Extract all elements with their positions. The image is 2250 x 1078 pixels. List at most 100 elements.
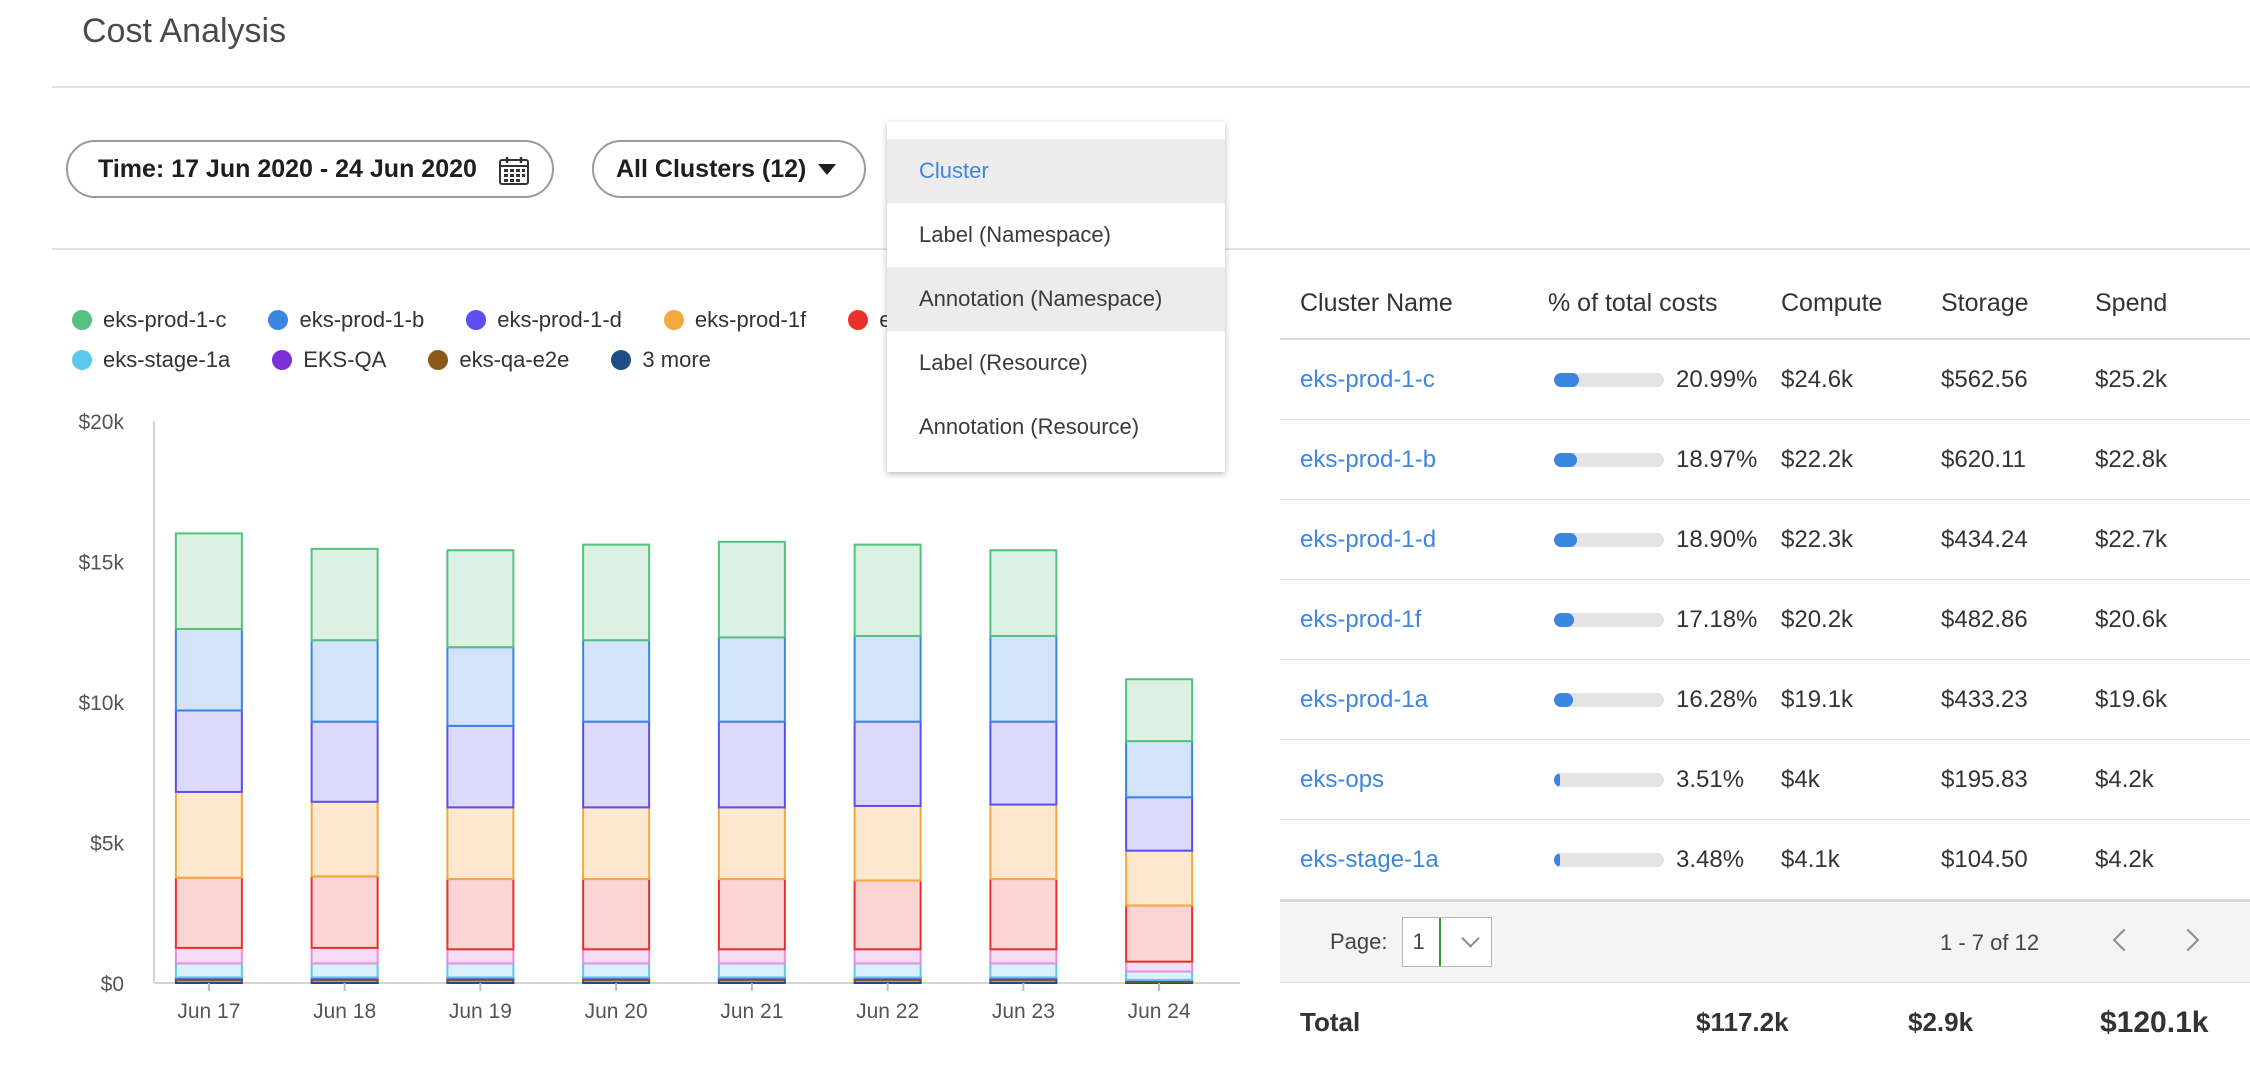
y-tick-label: $5k <box>90 833 124 856</box>
cluster-name-link[interactable]: eks-prod-1-c <box>1300 365 1435 393</box>
col-header-compute[interactable]: Compute <box>1781 288 1883 317</box>
bar-segment <box>582 962 651 979</box>
menu-item-label: Label (Resource) <box>919 350 1088 375</box>
cluster-name-link[interactable]: eks-prod-1-b <box>1300 445 1437 473</box>
bar-segment <box>310 720 379 803</box>
bar-segment <box>582 878 651 951</box>
chevron-down-icon <box>1460 929 1480 948</box>
pct-cell: 20.99% <box>1548 366 1781 394</box>
bar-segment <box>446 878 515 951</box>
table-row[interactable]: eks-prod-1-b 18.97% $22.2k $620.11 $22.8k <box>1280 420 2250 500</box>
bar-segment <box>853 962 922 979</box>
legend-more-button[interactable]: 3 more <box>611 347 711 373</box>
pct-cell: 18.90% <box>1548 526 1781 554</box>
compute-cell: $4.1k <box>1781 845 1840 873</box>
pct-bar <box>1554 612 1664 627</box>
table-row[interactable]: eks-ops 3.51% $4k $195.83 $4.2k <box>1280 740 2250 820</box>
page-number-value: 1 <box>1403 918 1441 966</box>
legend-label: eks-stage-1a <box>103 347 231 372</box>
compute-cell: $24.6k <box>1781 365 1854 393</box>
table-row[interactable]: eks-prod-1-d 18.90% $22.3k $434.24 $22.7k <box>1280 500 2250 580</box>
pct-cell: 18.97% <box>1548 446 1781 474</box>
pct-value: 3.51% <box>1676 765 1745 793</box>
pct-value: 18.97% <box>1676 445 1758 473</box>
legend-item-eks-qa[interactable]: EKS-QA <box>272 347 386 373</box>
cluster-name-link[interactable]: eks-prod-1a <box>1300 685 1429 713</box>
chevron-left-icon[interactable] <box>2112 928 2136 952</box>
pct-cell: 16.28% <box>1548 686 1781 714</box>
legend-item-eks-prod-1-b[interactable]: eks-prod-1-b <box>268 307 424 333</box>
legend-dot <box>428 350 449 370</box>
bar-segment <box>853 948 922 965</box>
col-header-pct[interactable]: % of total costs <box>1548 288 1718 317</box>
col-header-storage[interactable]: Storage <box>1941 288 2029 317</box>
menu-item-label: Annotation (Namespace) <box>919 286 1163 311</box>
bar-segment <box>1125 970 1194 981</box>
pct-value: 18.90% <box>1676 525 1758 553</box>
time-range-label: Time: 17 Jun 2020 - 24 Jun 2020 <box>98 154 477 183</box>
table-row[interactable]: eks-prod-1a 16.28% $19.1k $433.23 $19.6k <box>1280 660 2250 740</box>
bar-segment <box>853 879 922 951</box>
storage-cell: $433.23 <box>1941 685 2028 713</box>
legend-dot <box>272 350 293 370</box>
chevron-right-icon[interactable] <box>2176 928 2200 952</box>
pager-range: 1 - 7 of 12 <box>1940 930 2040 955</box>
legend-item-eks-qa-e2e[interactable]: eks-qa-e2e <box>428 347 569 373</box>
menu-item-annotation-namespace[interactable]: Annotation (Namespace) <box>887 267 1225 331</box>
spend-cell: $22.7k <box>2095 525 2168 553</box>
total-compute: $117.2k <box>1696 1007 1789 1037</box>
table-row[interactable]: eks-stage-1a 3.48% $4.1k $104.50 $4.2k <box>1280 820 2250 900</box>
cluster-name-link[interactable]: eks-prod-1f <box>1300 605 1422 633</box>
table-row[interactable]: eks-prod-1-c 20.99% $24.6k $562.56 $25.2k <box>1280 340 2250 420</box>
bar-segment <box>310 875 379 949</box>
legend-item-eks-prod-1-d[interactable]: eks-prod-1-d <box>466 307 622 333</box>
col-header-cluster-name[interactable]: Cluster Name <box>1300 288 1453 317</box>
compute-cell: $20.2k <box>1781 605 1854 633</box>
x-tick-label: Jun 23 <box>992 1000 1055 1023</box>
bar-segment <box>446 549 515 649</box>
menu-item-label-resource[interactable]: Label (Resource) <box>887 331 1225 395</box>
cluster-filter-dropdown[interactable]: All Clusters (12) <box>592 140 866 198</box>
x-tick-label: Jun 20 <box>585 1000 648 1023</box>
col-header-spend[interactable]: Spend <box>2095 288 2168 317</box>
spend-cell: $4.2k <box>2095 845 2154 873</box>
bar-segment <box>582 806 651 881</box>
menu-item-label-namespace[interactable]: Label (Namespace) <box>887 203 1225 267</box>
storage-cell: $562.56 <box>1941 365 2028 393</box>
pct-bar <box>1554 452 1664 467</box>
pct-bar-fill <box>1554 852 1560 867</box>
bar-segment <box>989 634 1058 723</box>
bar-segment <box>1125 904 1194 963</box>
legend-row: eks-stage-1a EKS-QA eks-qa-e2e 3 more <box>72 340 892 380</box>
legend-item-eks-prod-1-c[interactable]: eks-prod-1-c <box>72 307 226 333</box>
bar-segment <box>174 790 243 879</box>
cluster-name-link[interactable]: eks-ops <box>1300 765 1385 793</box>
table-row[interactable]: eks-prod-1f 17.18% $20.2k $482.86 $20.6k <box>1280 580 2250 660</box>
x-tick-label: Jun 21 <box>720 1000 783 1023</box>
legend-item-eks-stage-1a[interactable]: eks-stage-1a <box>72 347 230 373</box>
legend-item-eks-prod-1f[interactable]: eks-prod-1f <box>663 307 806 333</box>
cluster-name-link[interactable]: eks-prod-1-d <box>1300 525 1437 553</box>
legend-item-e[interactable]: e <box>848 307 891 333</box>
bar-segment <box>174 946 243 965</box>
cluster-name-link[interactable]: eks-stage-1a <box>1300 845 1439 873</box>
pct-value: 16.28% <box>1676 685 1758 713</box>
menu-item-cluster[interactable]: Cluster <box>887 139 1225 203</box>
page-number-select[interactable]: 1 <box>1401 917 1492 967</box>
time-range-picker[interactable]: Time: 17 Jun 2020 - 24 Jun 2020 <box>66 140 554 198</box>
pct-value: 3.48% <box>1676 845 1745 873</box>
bar-segment <box>853 543 922 637</box>
menu-item-annotation-resource[interactable]: Annotation (Resource) <box>887 395 1225 459</box>
bar-segment <box>174 709 243 793</box>
total-spend: $120.1k <box>2100 1005 2209 1039</box>
bar-segment <box>174 876 243 949</box>
bar-segment <box>174 532 243 630</box>
legend-dot <box>663 310 684 330</box>
compute-cell: $19.1k <box>1781 685 1854 713</box>
compute-cell: $22.3k <box>1781 525 1854 553</box>
cluster-cost-table: Cluster Name % of total costs Compute St… <box>1280 268 2250 1062</box>
legend-label: eks-prod-1-d <box>497 307 622 332</box>
storage-cell: $104.50 <box>1941 845 2028 873</box>
total-label: Total <box>1300 1007 1361 1037</box>
storage-cell: $482.86 <box>1941 605 2028 633</box>
